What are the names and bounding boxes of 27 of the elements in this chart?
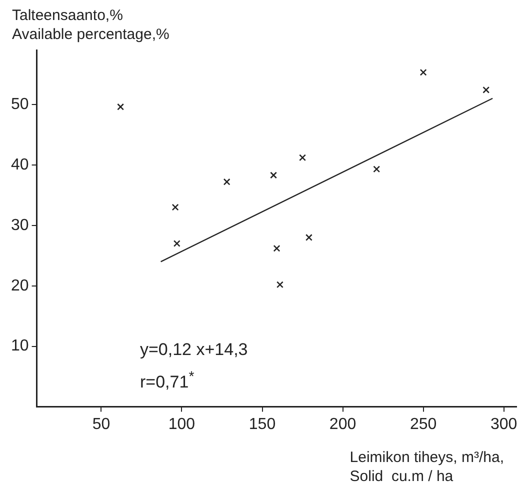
x-tick-label: 250	[410, 416, 437, 433]
y-tick-label: 30	[11, 216, 29, 234]
y-tick-label: 10	[11, 338, 29, 355]
x-tick-label: 200	[329, 416, 356, 433]
point	[305, 234, 312, 241]
point	[223, 178, 230, 186]
annotation: r=0,71$^{*}$	[140, 368, 194, 392]
y-axis-title: Talteensaanto,% Available percentage,%	[12, 6, 170, 44]
y-tick-label: 50	[11, 96, 29, 113]
point	[270, 172, 278, 179]
point	[172, 204, 179, 211]
point	[373, 166, 380, 173]
x-tick-label: 50	[92, 416, 110, 433]
y-tick-label: 20	[11, 277, 29, 294]
x-tick-label: 300	[490, 416, 518, 433]
annotation: y=0,12 x+14,3	[140, 340, 248, 359]
point	[299, 154, 306, 162]
point	[273, 244, 280, 252]
y-tick-label: 40	[11, 156, 29, 174]
x-tick-label: 100	[168, 416, 196, 433]
point	[482, 86, 490, 94]
point	[173, 240, 180, 247]
x-axis-title: Leimikon tiheys, m³/ha, Solid cu.m / ha	[350, 448, 504, 486]
point	[420, 68, 427, 76]
point	[276, 281, 284, 288]
point	[117, 103, 124, 110]
x-tick-label: 150	[248, 416, 276, 433]
